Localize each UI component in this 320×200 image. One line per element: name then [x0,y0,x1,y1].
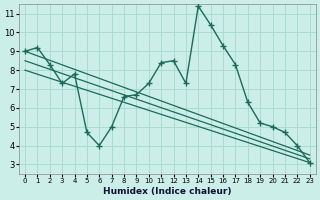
X-axis label: Humidex (Indice chaleur): Humidex (Indice chaleur) [103,187,232,196]
